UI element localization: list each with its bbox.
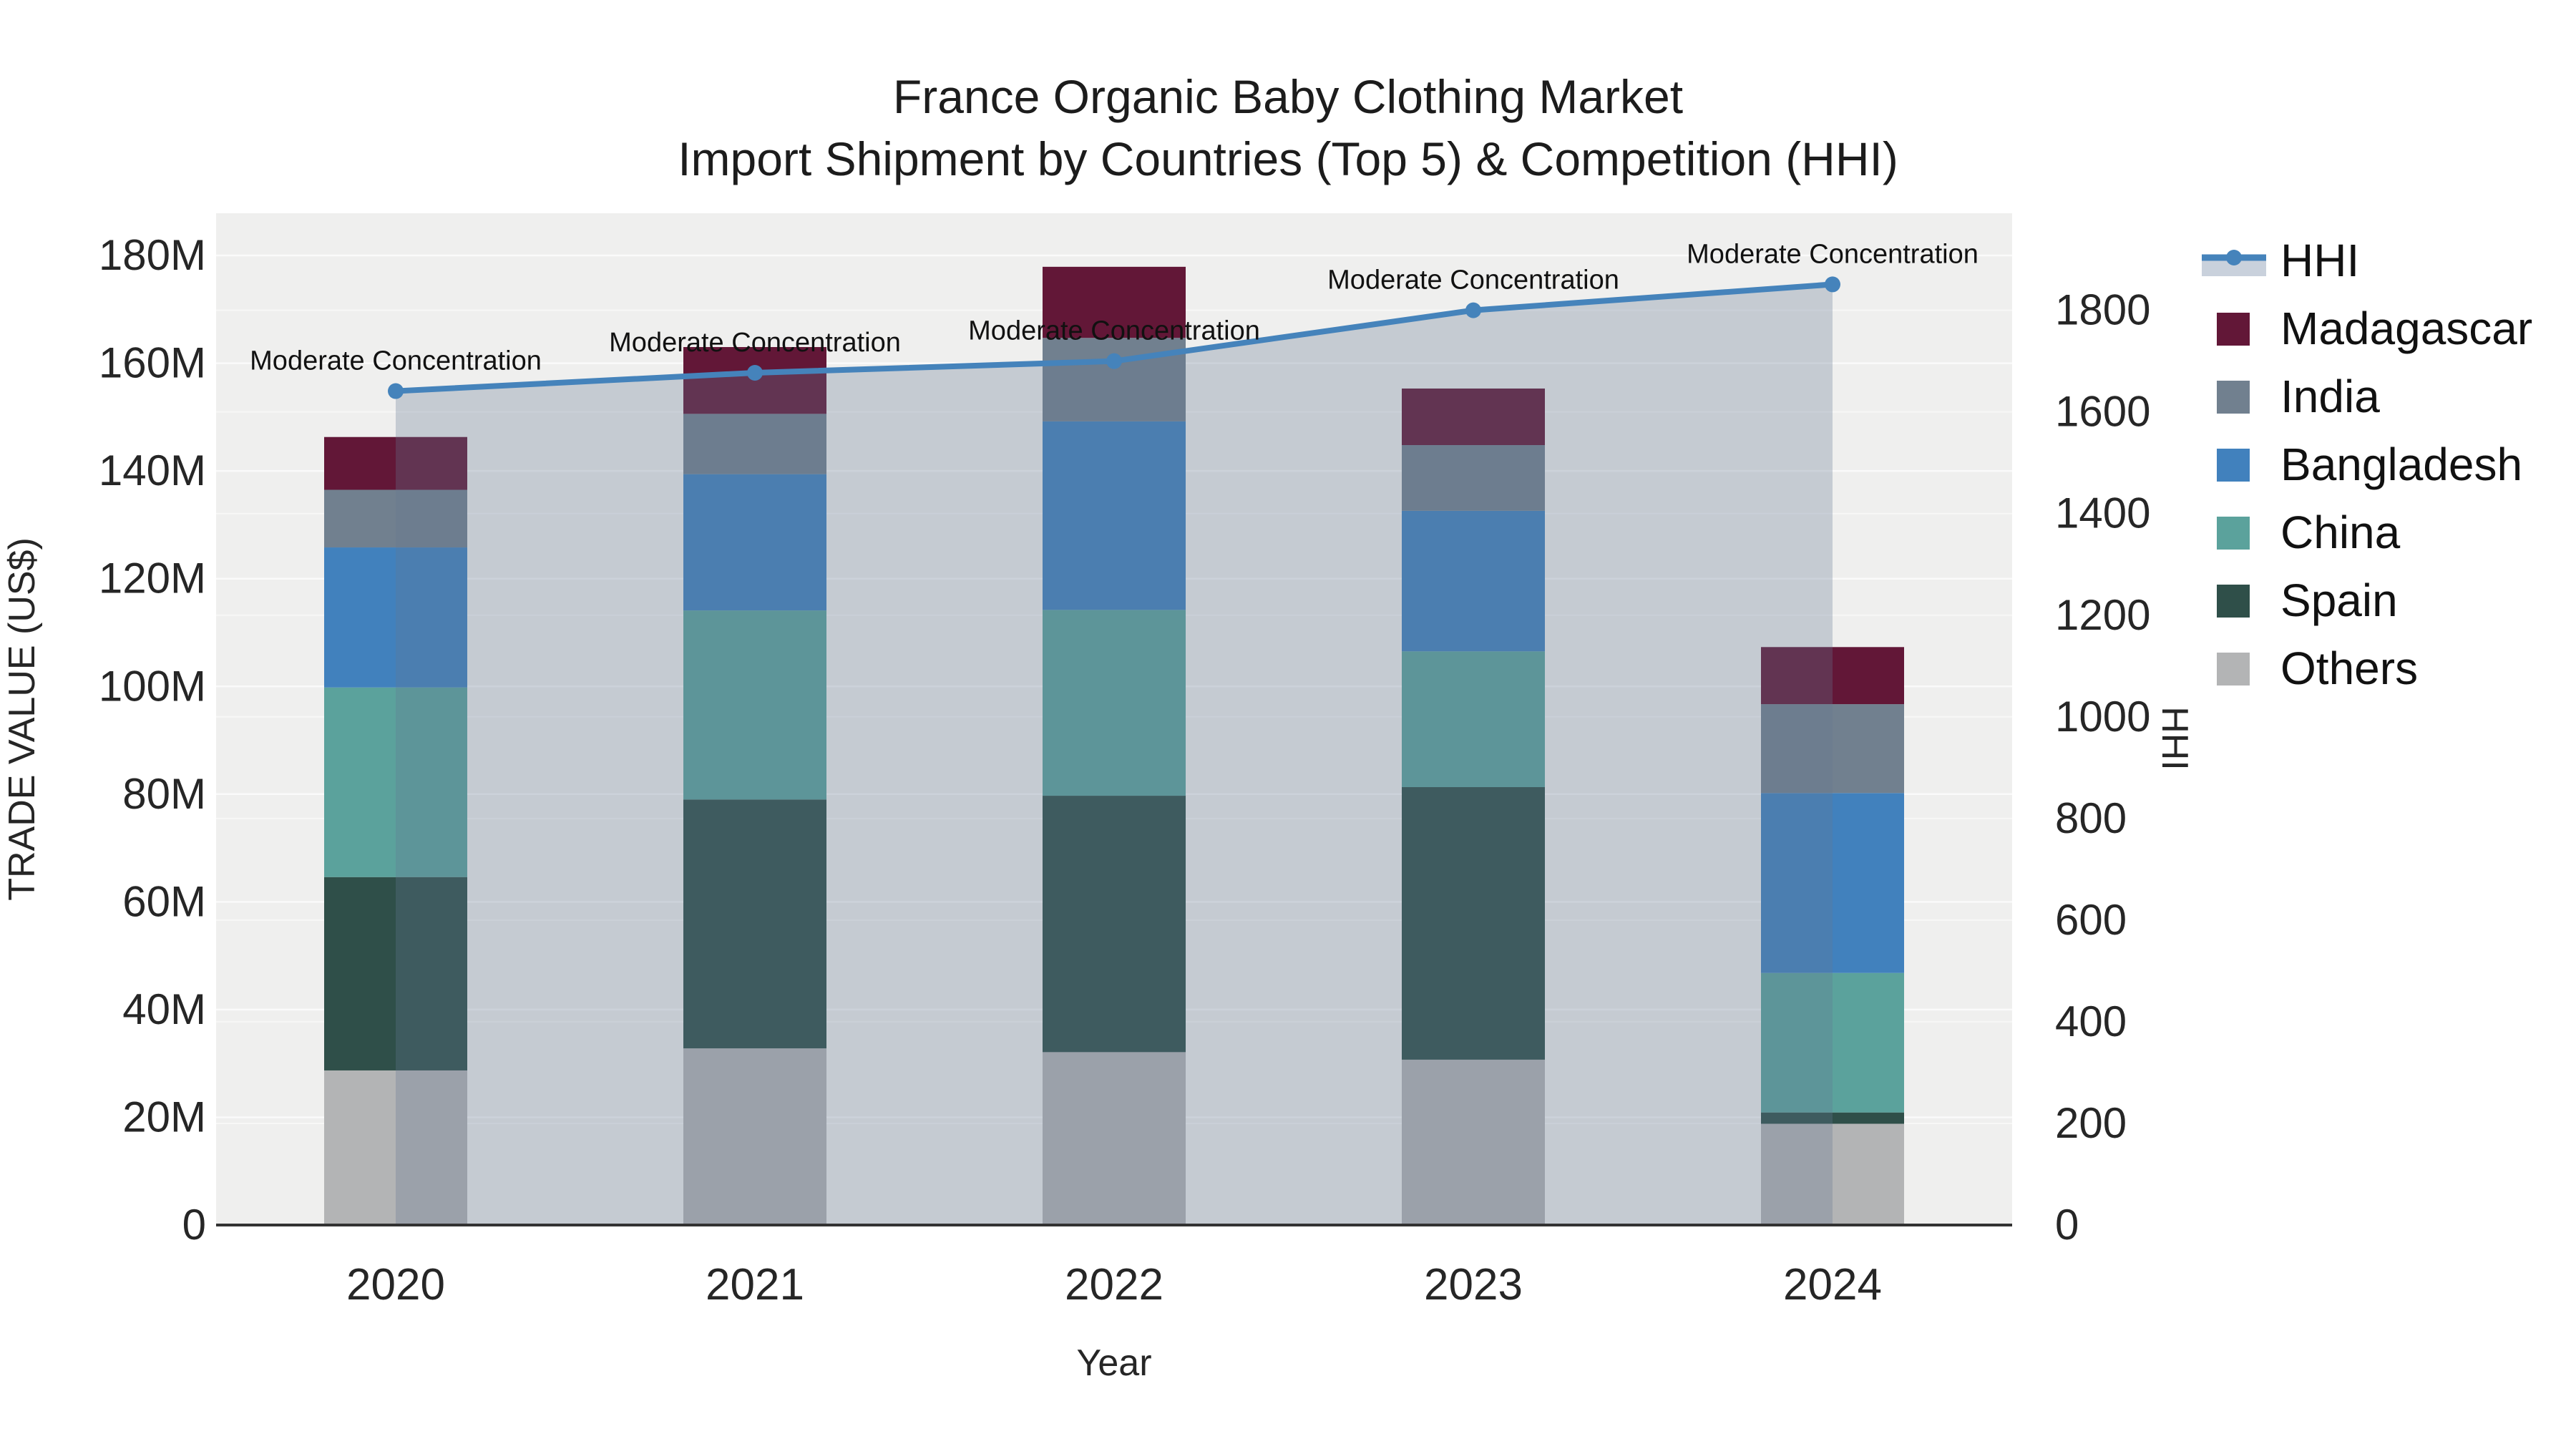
y-right-tick-0: 0 bbox=[2055, 1201, 2079, 1249]
legend-swatch-bangladesh bbox=[2217, 449, 2250, 482]
legend-item-india[interactable]: India bbox=[2217, 371, 2380, 422]
annotations: Moderate Concentration Moderate Concentra… bbox=[250, 239, 1979, 376]
x-tick-2023: 2023 bbox=[1424, 1260, 1523, 1309]
bar-segment-madagascar-2024 bbox=[1761, 647, 1904, 705]
legend-swatch-madagascar bbox=[2217, 313, 2250, 346]
bar-segment-madagascar-2022 bbox=[1043, 266, 1186, 338]
y-left-tick-0: 0 bbox=[182, 1201, 206, 1249]
annotation-2024: Moderate Concentration bbox=[1687, 239, 1979, 269]
y-left-tick-100M: 100M bbox=[99, 662, 206, 710]
y-left-tick-180M: 180M bbox=[99, 231, 206, 279]
hhi-area-fill bbox=[216, 284, 2012, 1226]
y-left-tick-120M: 120M bbox=[99, 555, 206, 602]
legend-label-madagascar: Madagascar bbox=[2280, 303, 2532, 354]
legend-label-india: India bbox=[2280, 371, 2380, 422]
annotation-2023: Moderate Concentration bbox=[1327, 265, 1619, 296]
y-right-tick-1400: 1400 bbox=[2055, 489, 2150, 537]
annotation-2021: Moderate Concentration bbox=[609, 328, 901, 358]
bar-segment-india-2024 bbox=[1761, 704, 1904, 794]
y-right-tick-1600: 1600 bbox=[2055, 388, 2150, 436]
legend-swatch-india bbox=[2217, 381, 2250, 414]
y-left-tick-80M: 80M bbox=[122, 770, 206, 818]
y-left-tick-140M: 140M bbox=[99, 447, 206, 494]
bar-segment-china-2023 bbox=[1402, 651, 1545, 788]
y-right-tick-200: 200 bbox=[2055, 1099, 2127, 1147]
hhi-marker-2022 bbox=[1106, 353, 1122, 369]
bar-segment-china-2020 bbox=[324, 687, 467, 877]
bar-segment-others-2024 bbox=[1761, 1123, 1904, 1225]
bar-segment-spain-2020 bbox=[324, 877, 467, 1070]
legend-swatch-china bbox=[2217, 517, 2250, 550]
y-right-tick-400: 400 bbox=[2055, 997, 2127, 1045]
bar-segment-china-2021 bbox=[683, 610, 826, 800]
y-right-tick-1000: 1000 bbox=[2055, 693, 2150, 741]
x-tick-2020: 2020 bbox=[346, 1260, 445, 1309]
y-left-tick-60M: 60M bbox=[122, 877, 206, 925]
legend-item-bangladesh[interactable]: Bangladesh bbox=[2217, 439, 2522, 490]
x-tick-2022: 2022 bbox=[1065, 1260, 1163, 1309]
hhi-marker-2020 bbox=[388, 383, 404, 399]
bar-segment-madagascar-2023 bbox=[1402, 388, 1545, 446]
bar-segment-bangladesh-2022 bbox=[1043, 421, 1186, 610]
y-left-tick-20M: 20M bbox=[122, 1093, 206, 1141]
bar-segment-bangladesh-2024 bbox=[1761, 793, 1904, 973]
bar-segment-india-2023 bbox=[1402, 445, 1545, 511]
bar-segment-india-2020 bbox=[324, 489, 467, 548]
y-right-tick-1200: 1200 bbox=[2055, 591, 2150, 639]
legend-item-china[interactable]: China bbox=[2217, 507, 2401, 558]
chart-title-line1: France Organic Baby Clothing Market bbox=[893, 70, 1683, 123]
legend-item-others[interactable]: Others bbox=[2217, 643, 2418, 694]
y-right-axis-title: HHI bbox=[2154, 706, 2195, 771]
x-axis-title: Year bbox=[1076, 1342, 1151, 1384]
hhi-line bbox=[388, 276, 1840, 399]
bar-segment-india-2021 bbox=[683, 414, 826, 474]
bar-segment-bangladesh-2023 bbox=[1402, 510, 1545, 652]
legend-item-spain[interactable]: Spain bbox=[2217, 575, 2398, 626]
y-right-tick-600: 600 bbox=[2055, 896, 2127, 944]
legend-item-madagascar[interactable]: Madagascar bbox=[2217, 303, 2532, 354]
legend-item-hhi[interactable]: HHI bbox=[2202, 235, 2359, 286]
bar-segment-bangladesh-2021 bbox=[683, 474, 826, 611]
annotation-2020: Moderate Concentration bbox=[250, 346, 542, 376]
legend-swatch-others bbox=[2217, 653, 2250, 686]
hhi-marker-2023 bbox=[1465, 302, 1481, 318]
legend-label-bangladesh: Bangladesh bbox=[2280, 439, 2522, 490]
legend-label-others: Others bbox=[2280, 643, 2418, 694]
bar-segment-china-2024 bbox=[1761, 972, 1904, 1113]
legend-label-spain: Spain bbox=[2280, 575, 2398, 626]
stacked-bars bbox=[324, 266, 1904, 1225]
bar-segment-spain-2023 bbox=[1402, 787, 1545, 1060]
bar-segment-bangladesh-2020 bbox=[324, 547, 467, 688]
legend-label-china: China bbox=[2280, 507, 2401, 558]
annotation-2022: Moderate Concentration bbox=[968, 316, 1260, 346]
chart-title-line2: Import Shipment by Countries (Top 5) & C… bbox=[678, 132, 1898, 185]
y-left-tick-40M: 40M bbox=[122, 985, 206, 1033]
y-left-axis-title: TRADE VALUE (US$) bbox=[1, 537, 43, 901]
hhi-area-polygon bbox=[396, 284, 1833, 1225]
bar-segment-others-2023 bbox=[1402, 1059, 1545, 1225]
bar-segment-others-2022 bbox=[1043, 1052, 1186, 1225]
legend-swatch-spain bbox=[2217, 585, 2250, 618]
bar-segment-others-2021 bbox=[683, 1048, 826, 1225]
bar-segment-spain-2024 bbox=[1761, 1112, 1904, 1124]
axis-ticks: 0 20M 40M 60M 80M 100M 120M 140M 160M 180M 0 200 400… bbox=[99, 231, 2151, 1309]
x-tick-2021: 2021 bbox=[706, 1260, 804, 1309]
y-left-tick-160M: 160M bbox=[99, 339, 206, 387]
bar-segment-spain-2022 bbox=[1043, 796, 1186, 1053]
x-tick-2024: 2024 bbox=[1783, 1260, 1882, 1309]
hhi-marker-2024 bbox=[1825, 276, 1840, 293]
legend-hhi-marker-icon bbox=[2226, 250, 2242, 265]
legend-label-hhi: HHI bbox=[2280, 235, 2359, 286]
legend: HHI Madagascar India Bangladesh China Spain Ot… bbox=[2202, 235, 2532, 694]
hhi-marker-2021 bbox=[747, 364, 763, 381]
y-right-tick-800: 800 bbox=[2055, 794, 2127, 842]
bar-segment-others-2020 bbox=[324, 1070, 467, 1225]
bar-segment-madagascar-2020 bbox=[324, 436, 467, 490]
bar-segment-spain-2021 bbox=[683, 799, 826, 1049]
bar-segment-china-2022 bbox=[1043, 610, 1186, 796]
y-right-tick-1800: 1800 bbox=[2055, 286, 2150, 334]
